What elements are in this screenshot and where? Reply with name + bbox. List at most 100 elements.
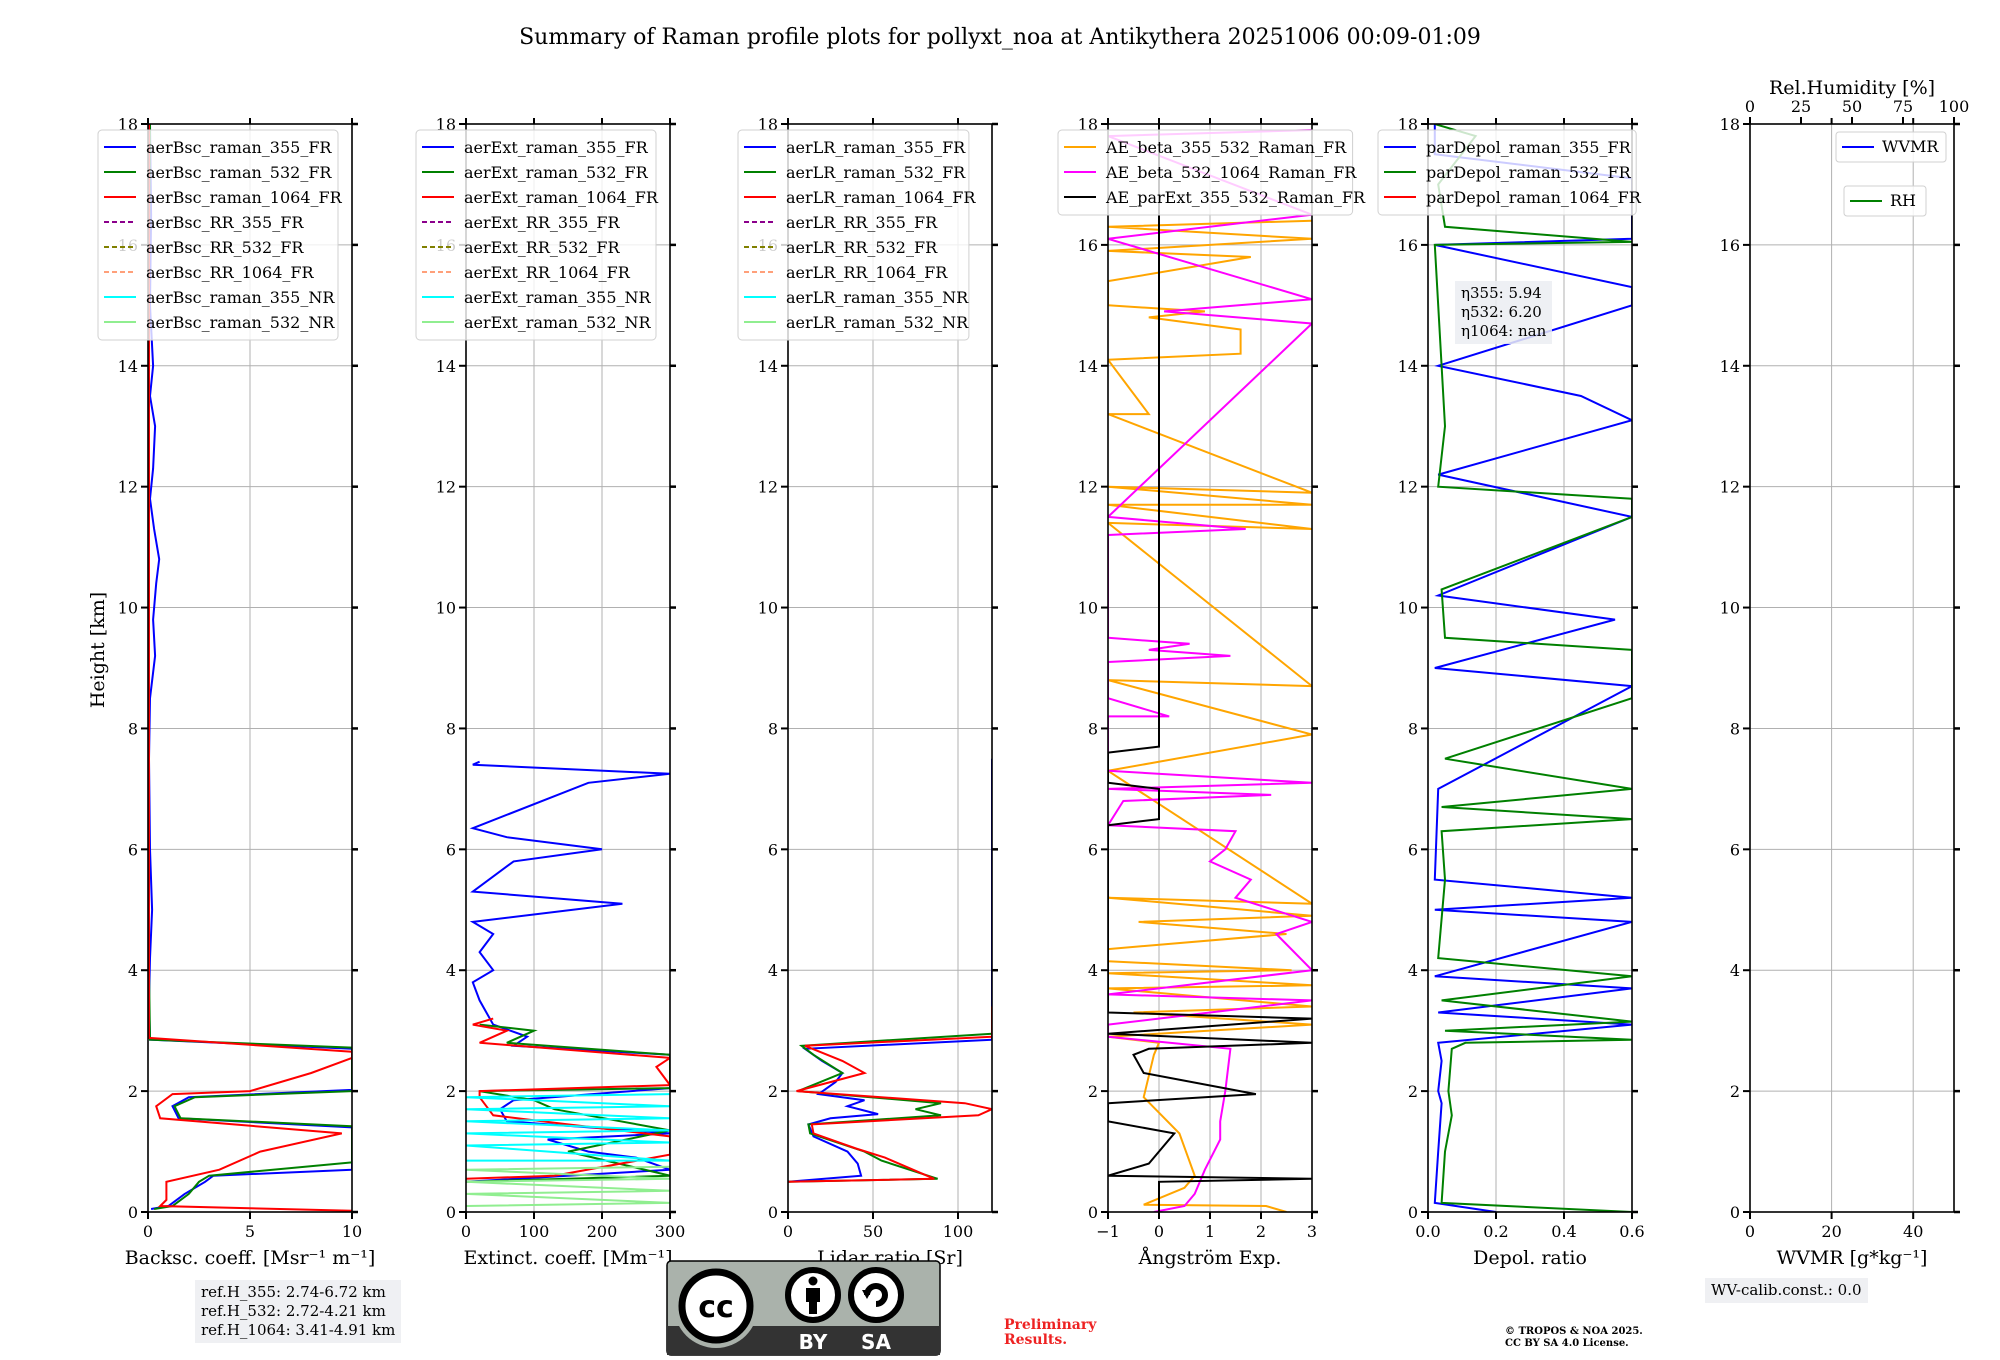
y-tick-label: 12 bbox=[436, 478, 456, 497]
legend-label: aerBsc_RR_532_FR bbox=[146, 238, 304, 257]
y-tick-label: 4 bbox=[1408, 961, 1418, 980]
y-tick-label: 4 bbox=[1088, 961, 1098, 980]
legend-WVMR: WVMR bbox=[1835, 131, 1947, 163]
legend-label: aerExt_RR_532_FR bbox=[464, 238, 621, 257]
legend-label: aerExt_raman_532_FR bbox=[464, 163, 649, 182]
x-axis-label: Extinct. coeff. [Mm⁻¹] bbox=[463, 1247, 672, 1269]
axes-frame bbox=[465, 123, 671, 1213]
axes-frame bbox=[787, 123, 993, 1213]
y-tick-label: 12 bbox=[1398, 478, 1418, 497]
y-tick-label: 10 bbox=[1398, 599, 1418, 618]
secondary-x-tick-label: 0 bbox=[1745, 97, 1755, 116]
series-line-parDepol_raman_355_FR bbox=[1433, 124, 1632, 1212]
series-line-aerLR_raman_1064_FR bbox=[788, 1006, 992, 1183]
preliminary-line-1: Preliminary bbox=[1004, 1317, 1097, 1333]
legend-depol: parDepol_raman_355_FR parDepol_raman_532_… bbox=[1377, 129, 1642, 216]
reference-heights-box: ref.H_355: 2.74-6.72 km ref.H_532: 2.72-… bbox=[195, 1280, 402, 1343]
ref-height-355: ref.H_355: 2.74-6.72 km bbox=[201, 1283, 386, 1301]
y-tick-label: 10 bbox=[436, 599, 456, 618]
y-tick-label: 2 bbox=[1408, 1082, 1418, 1101]
y-tick-label: 6 bbox=[446, 840, 456, 859]
y-tick-label: 8 bbox=[1408, 719, 1418, 738]
x-tick-label: −1 bbox=[1096, 1222, 1120, 1241]
legend-label: aerBsc_RR_1064_FR bbox=[146, 263, 315, 282]
preliminary-results-note: Preliminary Results. bbox=[1004, 1318, 1096, 1348]
x-tick-label: 0.6 bbox=[1619, 1222, 1644, 1241]
y-tick-label: 8 bbox=[1730, 719, 1740, 738]
panel-depol: 0.0 0.2 0.4 0.6 0 2 4 6 8 10 12 14 16 18 Depol. ratio p… bbox=[1377, 115, 1645, 1269]
legend-label: aerLR_raman_532_FR bbox=[786, 163, 966, 182]
series-line-aerExt_raman_355_NR bbox=[466, 1093, 670, 1162]
y-tick-label: 0 bbox=[446, 1203, 456, 1222]
axes-frame bbox=[1427, 123, 1633, 1213]
series-line-parDepol_raman_532_FR bbox=[1433, 124, 1632, 1212]
panel-wv: 0 20 40 0 2 4 6 8 10 12 14 16 18 WVMR [g*kg⁻¹] 0 25 50 75… bbox=[1720, 77, 1970, 1269]
series-line-AE_parExt_355_532_Raman_FR bbox=[1108, 124, 1312, 1212]
y-tick-label: 18 bbox=[436, 115, 456, 134]
legend-label: aerLR_RR_355_FR bbox=[786, 213, 938, 232]
cc-icon bbox=[678, 1268, 754, 1344]
y-tick-label: 8 bbox=[768, 719, 778, 738]
x-tick-label: 100 bbox=[519, 1222, 550, 1241]
x-tick-label: 0.2 bbox=[1483, 1222, 1508, 1241]
x-tick-label: 0 bbox=[783, 1222, 793, 1241]
y-tick-label: 12 bbox=[1720, 478, 1740, 497]
y-tick-label: 10 bbox=[1078, 599, 1098, 618]
legend-label: AE_parExt_355_532_Raman_FR bbox=[1105, 188, 1366, 207]
y-tick-label: 16 bbox=[1398, 236, 1418, 255]
badge-sa-label: SA bbox=[861, 1330, 891, 1354]
panel-ext: 0100200300024681012141618Extinct. coeff.… bbox=[415, 115, 686, 1269]
copyright-note: © TROPOS & NOA 2025. CC BY SA 4.0 Licens… bbox=[1505, 1326, 1643, 1350]
x-tick-label: 0.4 bbox=[1551, 1222, 1576, 1241]
y-tick-label: 16 bbox=[1078, 236, 1098, 255]
y-tick-label: 18 bbox=[1720, 115, 1740, 134]
legend-label: aerLR_raman_532_NR bbox=[786, 313, 969, 332]
person-icon bbox=[785, 1267, 841, 1323]
legend-label: aerExt_RR_355_FR bbox=[464, 213, 621, 232]
x-tick-label: 10 bbox=[342, 1222, 362, 1241]
eta-532: η532: 6.20 bbox=[1461, 303, 1542, 321]
x-tick-label: 50 bbox=[863, 1222, 883, 1241]
y-tick-label: 18 bbox=[1398, 115, 1418, 134]
x-axis-label: Ångström Exp. bbox=[1138, 1247, 1282, 1269]
secondary-x-tick-label: 50 bbox=[1842, 97, 1862, 116]
x-tick-label: 200 bbox=[587, 1222, 618, 1241]
legend-ext: aerExt_raman_355_FR aerExt_raman_532_FRae… bbox=[415, 129, 659, 341]
legend-label: aerExt_raman_532_NR bbox=[464, 313, 652, 332]
legend-RH: RH bbox=[1843, 185, 1927, 217]
x-tick-label: 0 bbox=[1154, 1222, 1164, 1241]
legend-lr: aerLR_raman_355_FR aerLR_raman_532_FR aerL… bbox=[737, 129, 976, 341]
preliminary-line-2: Results. bbox=[1004, 1332, 1068, 1348]
legend-label: aerBsc_raman_532_NR bbox=[146, 313, 335, 332]
y-tick-label: 8 bbox=[446, 719, 456, 738]
figure-title-text: Summary of Raman profile plots for polly… bbox=[519, 25, 1481, 50]
eta-box: η355: 5.94 η532: 6.20 η1064: nan bbox=[1455, 281, 1553, 344]
y-tick-label: 6 bbox=[1408, 840, 1418, 859]
legend-label: parDepol_raman_1064_FR bbox=[1426, 188, 1642, 207]
series-line-aerLR_raman_532_FR bbox=[788, 1032, 992, 1183]
y-tick-label: 6 bbox=[1088, 840, 1098, 859]
y-tick-label: 2 bbox=[768, 1082, 778, 1101]
y-tick-label: 0 bbox=[768, 1203, 778, 1222]
x-tick-label: 0.0 bbox=[1415, 1222, 1440, 1241]
y-tick-label: 12 bbox=[758, 478, 778, 497]
x-tick-label: 300 bbox=[655, 1222, 686, 1241]
x-tick-label: 2 bbox=[1256, 1222, 1266, 1241]
axes-frame bbox=[1749, 123, 1955, 1213]
legend-label: aerExt_raman_355_FR bbox=[464, 138, 649, 157]
x-tick-label: 20 bbox=[1821, 1222, 1841, 1241]
legend-label: aerLR_RR_532_FR bbox=[786, 238, 938, 257]
y-tick-label: 6 bbox=[1730, 840, 1740, 859]
y-axis-label: Height [km] bbox=[87, 592, 109, 708]
y-tick-label: 18 bbox=[118, 115, 138, 134]
y-tick-label: 14 bbox=[1720, 357, 1740, 376]
y-tick-label: 0 bbox=[1408, 1203, 1418, 1222]
x-tick-label: 0 bbox=[1745, 1222, 1755, 1241]
legend-label: aerBsc_raman_532_FR bbox=[146, 163, 332, 182]
secondary-x-axis-label: Rel.Humidity [%] bbox=[1769, 77, 1935, 99]
legend-label: aerBsc_raman_1064_FR bbox=[146, 188, 343, 207]
svg-text:cc: cc bbox=[698, 1290, 734, 1325]
legend-label: aerBsc_raman_355_FR bbox=[146, 138, 332, 157]
